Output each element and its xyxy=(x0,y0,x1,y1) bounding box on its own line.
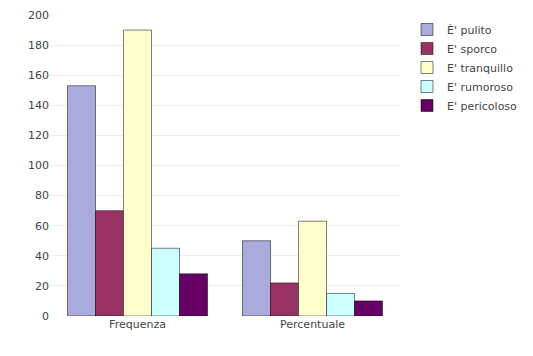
svg-text:E' rumoroso: E' rumoroso xyxy=(447,81,513,94)
svg-text:80: 80 xyxy=(35,189,49,202)
svg-text:0: 0 xyxy=(42,310,49,323)
svg-text:E' sporco: E' sporco xyxy=(447,43,497,56)
svg-text:180: 180 xyxy=(28,39,49,52)
svg-text:60: 60 xyxy=(35,220,49,233)
svg-text:100: 100 xyxy=(28,159,49,172)
svg-text:160: 160 xyxy=(28,69,49,82)
svg-text:Frequenza: Frequenza xyxy=(109,318,166,331)
svg-text:20: 20 xyxy=(35,280,49,293)
svg-text:40: 40 xyxy=(35,250,49,263)
svg-text:200: 200 xyxy=(28,9,49,22)
svg-text:È' pulito: È' pulito xyxy=(447,24,492,37)
svg-text:Percentuale: Percentuale xyxy=(280,318,345,331)
svg-text:E' tranquillo: E' tranquillo xyxy=(447,62,513,75)
svg-text:140: 140 xyxy=(28,99,49,112)
svg-text:120: 120 xyxy=(28,129,49,142)
svg-text:E' pericoloso: E' pericoloso xyxy=(447,100,517,113)
